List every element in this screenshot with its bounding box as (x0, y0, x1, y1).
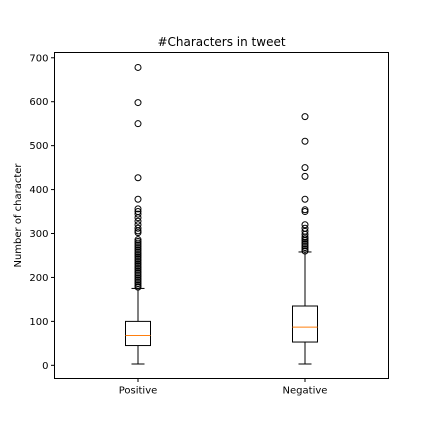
y-tick-label: 200 (29, 273, 48, 284)
outlier-point (301, 227, 309, 235)
y-tick-label: 0 (42, 361, 48, 372)
outlier-point (134, 63, 142, 71)
y-tick-label: 500 (29, 141, 48, 152)
x-tick-label: Negative (283, 386, 328, 397)
outlier-point (301, 206, 309, 214)
outlier-point (134, 205, 142, 213)
box-group-positive (125, 63, 151, 365)
plot-area: 0 100 200 300 400 500 600 700 Positive Negative (29, 53, 327, 396)
chart-title: #Characters in tweet (157, 35, 285, 49)
outlier-point (134, 224, 142, 232)
y-tick-label: 300 (29, 229, 48, 240)
outlier-point (301, 224, 309, 232)
outlier-point (134, 236, 142, 244)
outlier-point (301, 172, 309, 180)
outlier-point (134, 195, 142, 203)
y-tick-label: 400 (29, 185, 48, 196)
outlier-point (134, 221, 142, 229)
outlier-point (301, 113, 309, 121)
y-tick-label: 700 (29, 53, 48, 64)
outlier-point (134, 217, 142, 225)
outlier-point (134, 210, 142, 218)
y-tick-label: 100 (29, 317, 48, 328)
y-axis-label: Number of character (13, 163, 24, 268)
x-tick-label: Positive (119, 386, 158, 397)
outlier-point (301, 137, 309, 145)
box (292, 305, 318, 343)
outlier-point (134, 120, 142, 128)
outlier-point (301, 221, 309, 229)
outlier-point (301, 164, 309, 172)
outlier-point (134, 208, 142, 216)
outlier-point (301, 195, 309, 203)
plot-frame (54, 52, 389, 379)
outlier-point (134, 174, 142, 182)
box-group-negative (292, 113, 318, 365)
outlier-point (134, 99, 142, 107)
y-tick-label: 600 (29, 97, 48, 108)
box (125, 320, 151, 347)
